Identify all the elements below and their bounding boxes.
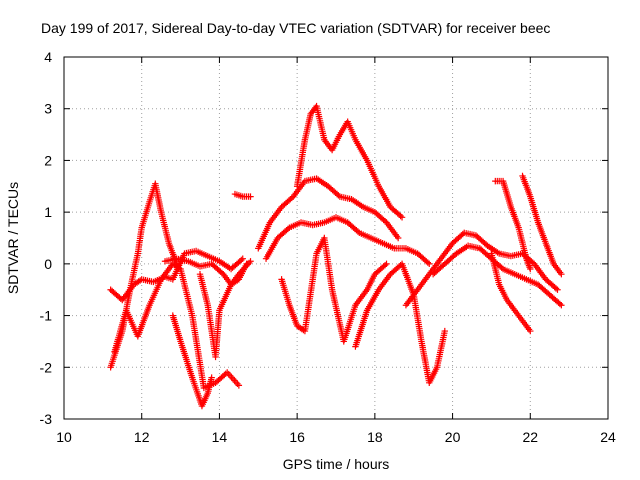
series-trace [197,259,253,358]
x-tick-labels: 10 12 14 16 18 20 22 24 [56,429,616,445]
series-trace [404,230,560,307]
series-arc-j [293,102,406,221]
series-trace [352,262,448,385]
series-arc-d [169,312,215,410]
x-tick-label: 12 [134,429,150,445]
series-trace [233,191,252,200]
series-arc-g [231,190,254,200]
series-trace [431,243,564,308]
series-arc-c [111,260,243,392]
series-arc-l [352,260,448,386]
x-tick-label: 18 [367,429,383,445]
y-tick-label: -2 [40,359,53,375]
y-tick-label: 0 [44,256,52,272]
series-trace [494,177,533,271]
series-trace [279,236,389,343]
chart-title: Day 199 of 2017, Sidereal Day-to-day VTE… [41,20,550,36]
y-tick-label: 4 [44,49,52,65]
series-trace [263,215,431,266]
data-point [235,382,243,389]
series-trace [488,252,533,333]
x-tick-label: 14 [212,429,228,445]
series-arc-m [402,229,561,309]
x-tick-label: 22 [522,429,538,445]
series-arc-q [488,250,534,335]
y-tick-label: 3 [44,101,52,117]
series-arc-h [262,214,433,268]
y-tick-label: -3 [40,411,53,427]
series-arc-o [492,177,534,273]
x-axis-label: GPS time / hours [283,456,390,472]
series-trace [294,104,404,220]
y-tick-labels: -3 -2 -1 0 1 2 3 4 [40,49,53,427]
series-trace [170,314,215,408]
x-tick-label: 16 [289,429,305,445]
series-trace [111,261,241,391]
series-arc-i [255,175,402,252]
axis-ticks [63,56,609,420]
series-arc-n [429,242,565,309]
grid-lines [64,57,608,419]
series-arc-e [161,255,250,288]
series-arc-p [519,172,565,278]
x-tick-label: 24 [600,429,616,445]
series-trace [256,175,401,250]
y-tick-label: 2 [44,152,52,168]
series-arc-a [107,247,246,304]
series-arc-k [278,234,390,345]
x-tick-label: 10 [56,429,72,445]
series-arc-f [196,258,254,361]
x-tick-label: 20 [445,429,461,445]
y-axis-label: SDTVAR / TECUs [5,182,21,294]
plot-frame [63,56,609,420]
data-marks [107,102,565,410]
y-tick-label: 1 [44,204,52,220]
series-trace [520,174,564,276]
y-tick-label: -1 [40,308,53,324]
